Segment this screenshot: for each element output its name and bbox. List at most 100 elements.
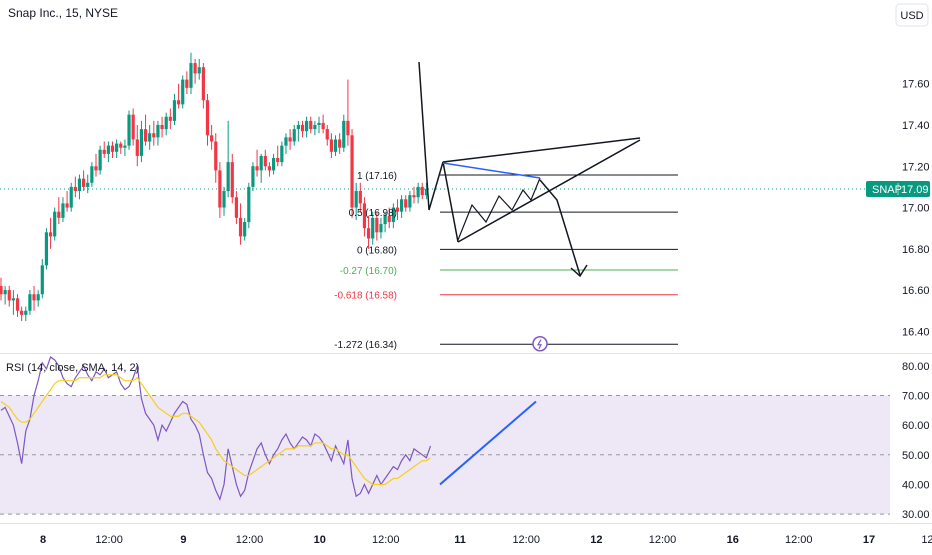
candle-body [11, 298, 15, 301]
time-tick-label: 10 [314, 534, 326, 546]
candle-body [205, 100, 210, 136]
price-tick-label: 17.40 [902, 120, 930, 132]
time-tick-label: 12 [590, 534, 602, 546]
time-tick-label: 17 [863, 534, 875, 546]
rsi-title: RSI (14, close, SMA, 14, 2) [6, 362, 139, 374]
candle-body [243, 221, 247, 237]
time-tick-label: 12:00 [95, 534, 123, 546]
candle-body [346, 120, 350, 136]
candle-body [48, 232, 53, 237]
candle-body [317, 122, 321, 125]
candle-body [230, 162, 234, 198]
candle-body [296, 124, 300, 130]
candle-body [358, 191, 362, 204]
rsi-tick-label: 80.00 [902, 361, 930, 373]
candle-body [152, 133, 156, 138]
last-price-value: 17.09 [901, 184, 929, 196]
candle-body [238, 217, 243, 237]
candle-body [57, 211, 61, 218]
candle-body [210, 135, 214, 142]
candle-body [135, 139, 139, 156]
candle-body [408, 195, 412, 208]
candle-body [412, 195, 416, 198]
candle-body [119, 143, 123, 148]
candle-body [325, 129, 329, 140]
candle-body [333, 139, 338, 152]
candle-body [193, 63, 197, 74]
time-tick-label: 12:00 [785, 534, 813, 546]
candle-body [255, 166, 259, 171]
candle-body [24, 310, 28, 315]
fib-level-label: 0 (16.80) [357, 245, 397, 256]
fib-level-label: -1.272 (16.34) [334, 340, 397, 351]
candle-body [350, 135, 354, 208]
candle-body [375, 217, 379, 233]
candle-body [420, 186, 424, 196]
candle-body [61, 203, 65, 218]
candle-body [251, 166, 255, 187]
candle-body [416, 186, 420, 198]
fib-level-label: -0.618 (16.58) [334, 291, 397, 302]
candle-body [53, 211, 57, 237]
candle-body [3, 290, 7, 295]
time-tick-label: 9 [180, 534, 186, 546]
candle-body [131, 114, 135, 140]
rsi-ma-line [0, 374, 431, 486]
candle-body [387, 215, 391, 222]
candle-body [234, 197, 239, 218]
candle-body [338, 139, 342, 148]
candle-body [259, 155, 263, 171]
candle-body [309, 120, 313, 130]
currency-label: USD [900, 10, 923, 22]
chart-title: Snap Inc., 15, NYSE [8, 6, 118, 20]
candle-body [0, 285, 3, 295]
candle-body [276, 158, 280, 163]
candle-body [226, 162, 230, 192]
candle-body [354, 191, 358, 208]
candle-body [69, 186, 73, 208]
candle-body [214, 141, 218, 171]
candle-body [391, 207, 395, 222]
price-tick-label: 16.40 [902, 326, 930, 338]
candle-body [247, 186, 251, 222]
lightning-icon [536, 339, 542, 350]
time-tick-label: 11 [454, 534, 466, 546]
wedge-upper-line [442, 137, 641, 163]
candle-body [292, 129, 296, 142]
fib-level-label: 1 (17.16) [357, 171, 397, 182]
blue-trendline [442, 162, 541, 179]
candle-body [168, 116, 172, 121]
candle-body [313, 124, 317, 130]
price-tick-label: 17.20 [902, 161, 930, 173]
projection-arrow-head [570, 264, 588, 278]
candle-body [201, 67, 205, 101]
time-tick-label: 12:00 [921, 534, 932, 546]
rsi-band [0, 395, 890, 515]
candle-body [400, 199, 404, 212]
candle-body [148, 133, 152, 142]
candle-body [32, 294, 36, 301]
candle-body [156, 124, 160, 138]
candle-body [143, 129, 148, 142]
currency-button[interactable]: USD [895, 3, 929, 27]
candle-body [40, 265, 44, 295]
candle-body [300, 124, 305, 132]
rsi-line [0, 356, 432, 501]
time-tick-label: 12:00 [372, 534, 400, 546]
rsi-tick-label: 50.00 [902, 450, 930, 462]
price-tick-label: 16.80 [902, 244, 930, 256]
time-tick-label: 8 [40, 534, 46, 546]
candle-body [77, 178, 82, 192]
candle-body [15, 298, 20, 311]
candle-body [321, 122, 325, 130]
candle-body [267, 166, 272, 171]
rsi-divergence-line [439, 400, 537, 486]
time-tick-label: 16 [727, 534, 739, 546]
candle-body [123, 145, 127, 148]
candle-body [379, 224, 383, 233]
candle-body [28, 294, 32, 311]
price-tick-label: 17.00 [902, 203, 930, 215]
candle-body [383, 215, 387, 225]
